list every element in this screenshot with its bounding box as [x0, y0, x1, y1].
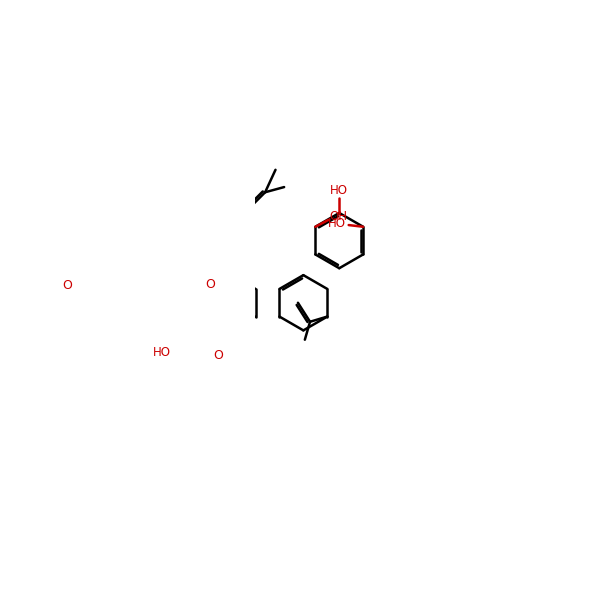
Text: O: O	[205, 278, 215, 292]
Text: O: O	[62, 279, 72, 292]
Text: OH: OH	[330, 210, 348, 223]
Text: HO: HO	[330, 184, 348, 197]
Text: O: O	[214, 349, 223, 362]
Text: HO: HO	[328, 217, 346, 230]
Text: HO: HO	[152, 346, 170, 359]
